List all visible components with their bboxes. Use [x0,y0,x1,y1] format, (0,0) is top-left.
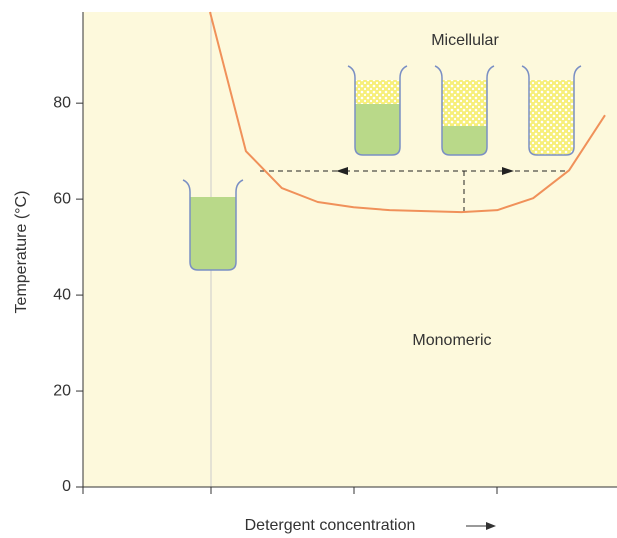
y-tick-label: 60 [53,190,71,207]
annotation: Micellular [431,32,499,49]
beakers [182,65,582,271]
y-tick-label: 80 [53,94,71,111]
y-tick-label: 20 [53,382,71,399]
y-tick-label: 0 [62,478,71,495]
arrowheads [336,167,514,175]
annotation: Monomeric [412,332,491,349]
x-ticks [82,487,498,494]
x-axis-label: Detergent concentration [245,517,416,534]
y-axis-label: Temperature (°C) [13,191,30,314]
dashed-arrows [260,170,566,212]
x-arrow [466,522,496,530]
phase-boundary-line [209,11,606,214]
plot-background [83,12,617,487]
y-tick-label: 40 [53,286,71,303]
